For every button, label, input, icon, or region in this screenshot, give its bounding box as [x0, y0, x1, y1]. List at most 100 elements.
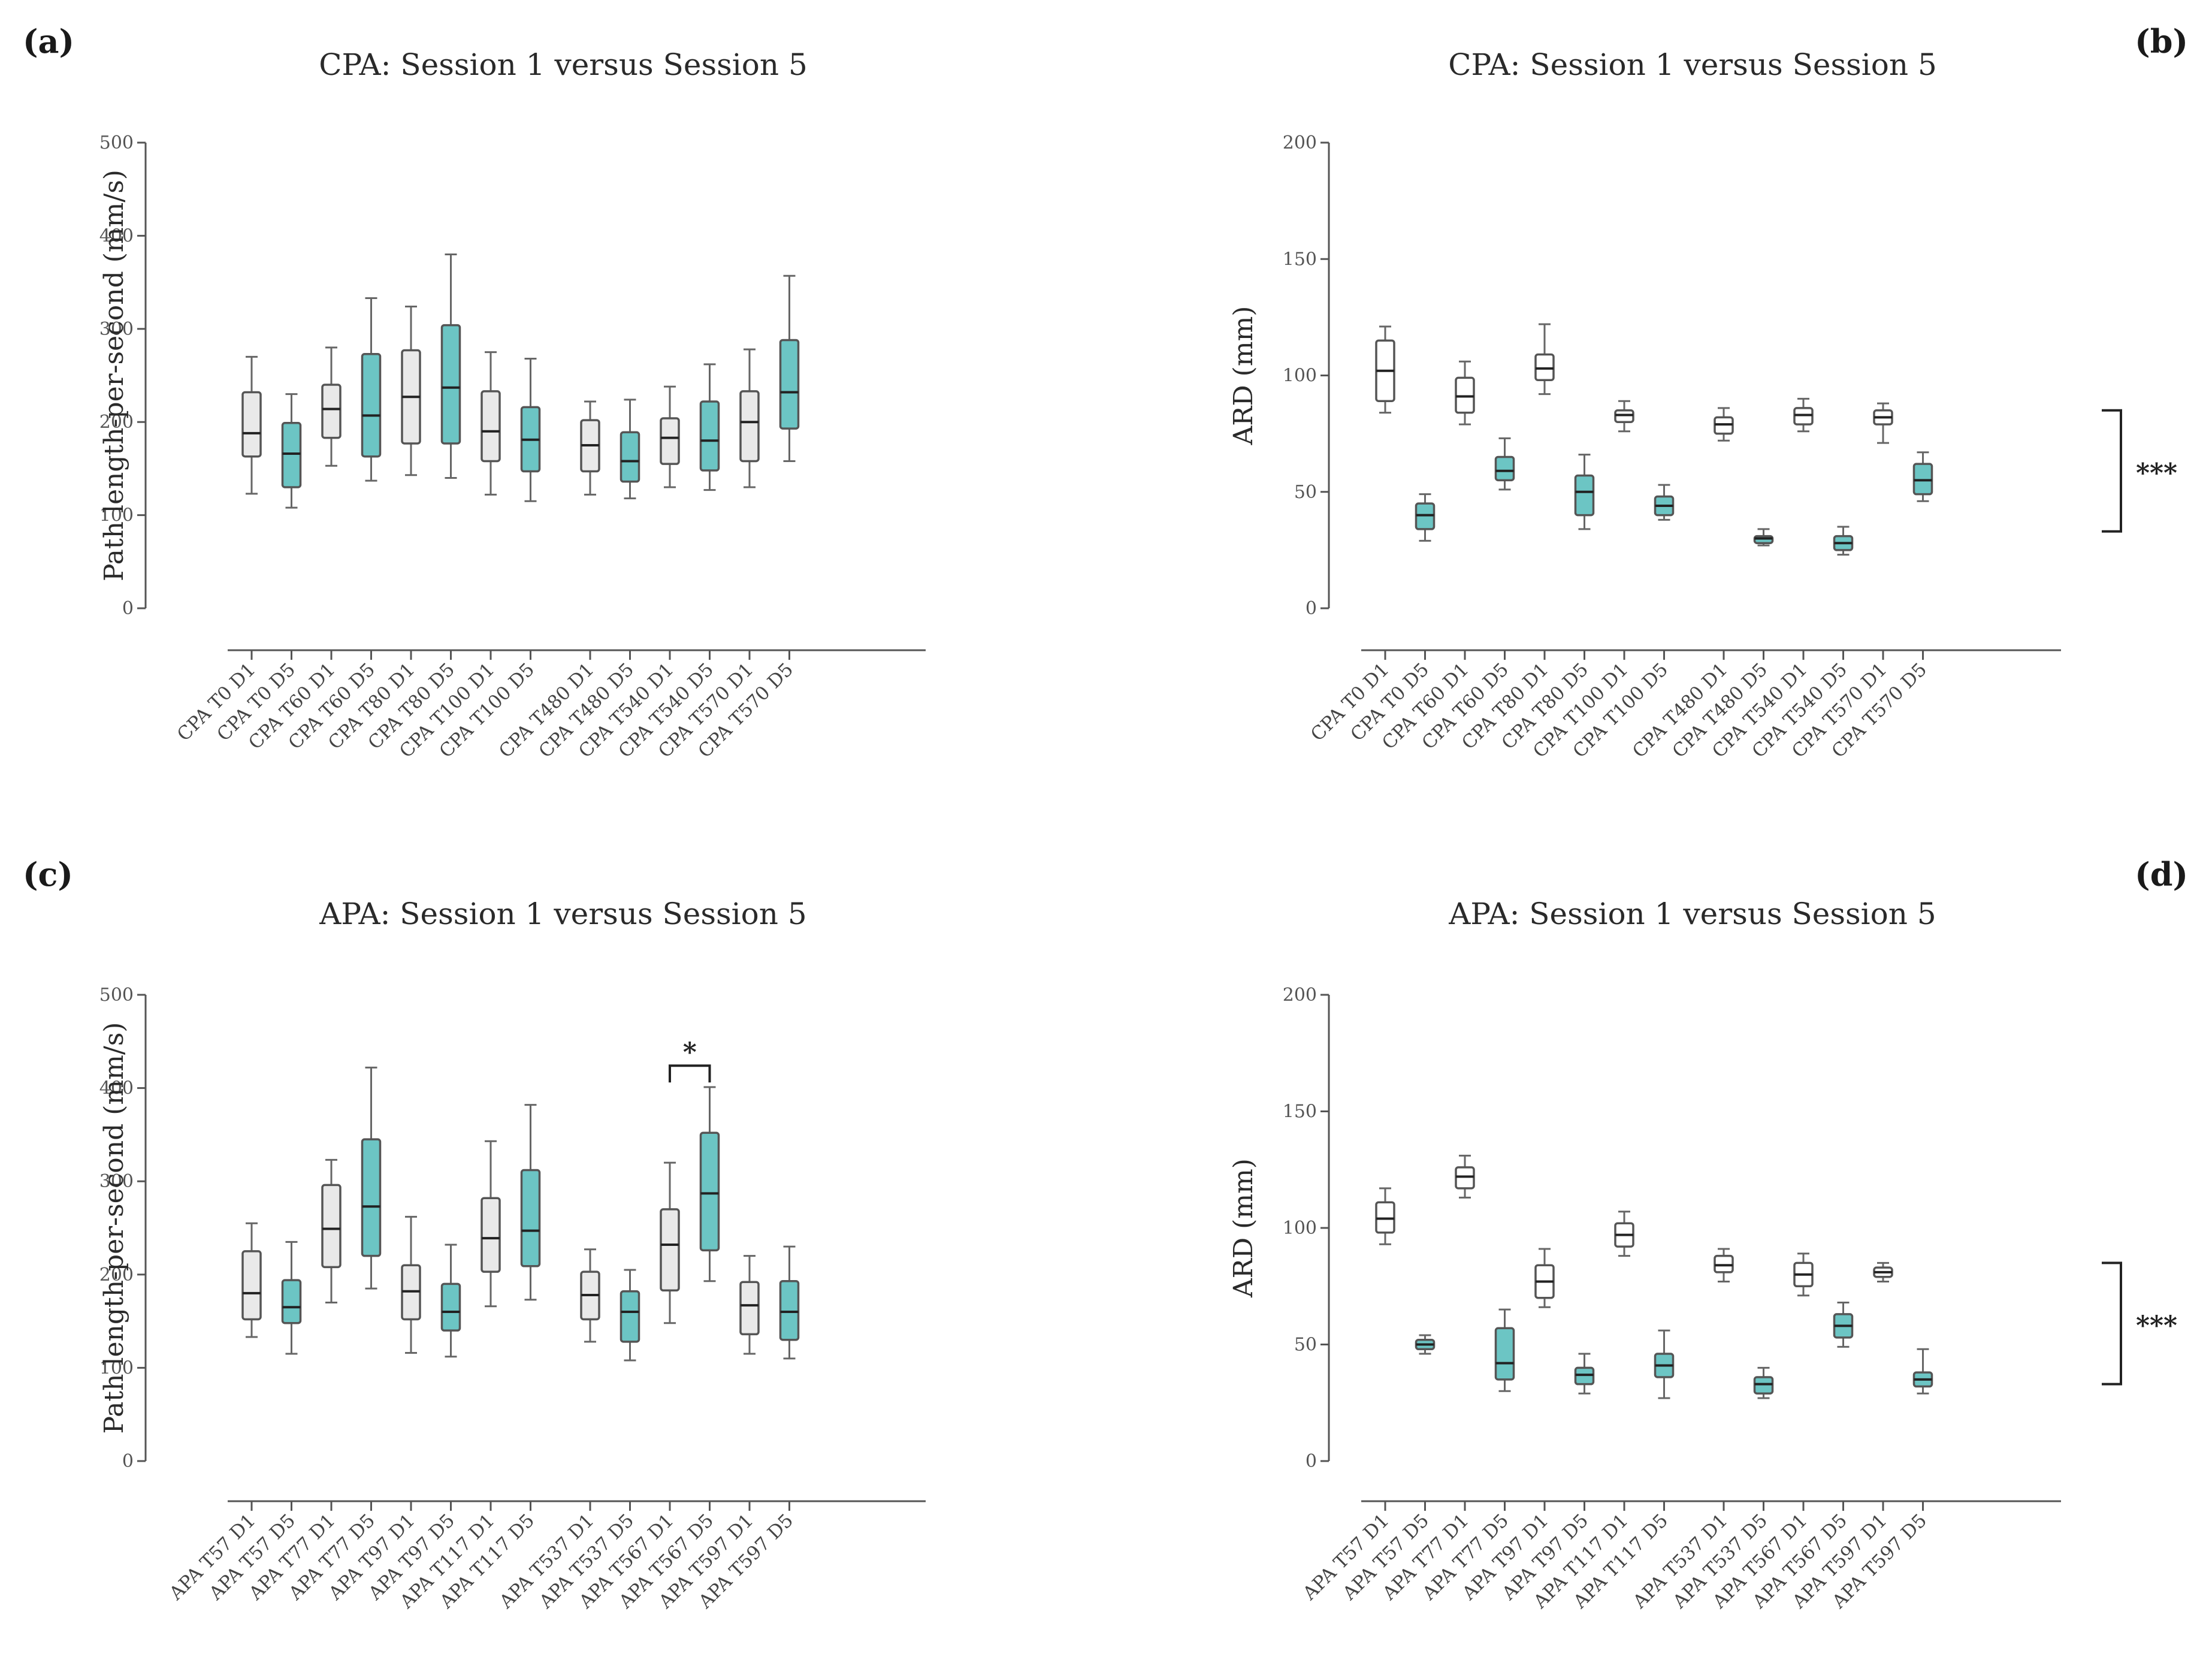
y-tick-label: 500: [99, 132, 134, 153]
panel-a: (a) CPA: Session 1 versus Session 5 0 100 20…: [23, 22, 926, 762]
box-d1: [401, 306, 421, 476]
box-d1: [580, 1248, 600, 1343]
box-d1: [1714, 407, 1734, 442]
iqr-box: [1574, 474, 1595, 517]
box-d5: [1753, 1366, 1774, 1399]
box-d5: [1833, 526, 1854, 556]
y-tick-label: 50: [1294, 482, 1317, 503]
box-d1: [1614, 400, 1634, 433]
panel-d: (d) APA: Session 1 versus Session 5 0 50 100…: [1228, 855, 2188, 1613]
box-d1: [1793, 1253, 1814, 1297]
box-d5: [440, 1244, 461, 1358]
box-d1: [1714, 1248, 1734, 1282]
significance-bracket: [669, 1064, 711, 1083]
box-d1: [580, 400, 600, 496]
y-tick-label: 200: [99, 1264, 134, 1285]
iqr-box: [481, 1197, 501, 1273]
y-tick-label: 100: [99, 505, 134, 526]
box-d1: [1534, 1248, 1555, 1308]
iqr-box: [361, 1138, 382, 1257]
iqr-box: [739, 1281, 760, 1336]
iqr-box: [440, 324, 461, 445]
y-tick-label: 150: [1283, 249, 1317, 270]
box-d1: [1455, 360, 1475, 425]
iqr-box: [779, 1279, 800, 1341]
box-d1: [739, 1255, 760, 1355]
box-d5: [281, 393, 302, 509]
box-d5: [699, 363, 720, 491]
box-d5: [620, 399, 640, 500]
box-d1: [1873, 1261, 1893, 1282]
box-d5: [779, 1245, 800, 1360]
box-d1: [1534, 323, 1555, 396]
iqr-box: [321, 1184, 342, 1269]
iqr-box: [520, 1169, 541, 1267]
box-d5: [361, 1066, 382, 1290]
iqr-box: [281, 1279, 302, 1324]
box-d5: [620, 1269, 640, 1362]
box-d1: [321, 346, 342, 467]
iqr-box: [699, 400, 720, 472]
significance-bracket: [2102, 1261, 2122, 1386]
box-d1: [321, 1158, 342, 1303]
panel-b: (b) CPA: Session 1 versus Session 5 0 50 100…: [1228, 22, 2188, 762]
box-d1: [481, 351, 501, 496]
iqr-box: [660, 1208, 680, 1292]
box-d5: [1912, 1348, 1933, 1395]
y-tick-label: 0: [1306, 598, 1317, 619]
box-d1: [401, 1215, 421, 1354]
chart-title: CPA: Session 1 versus Session 5: [319, 47, 808, 82]
box-d1: [1375, 325, 1395, 414]
y-axis-label: ARD (mm): [1228, 1158, 1259, 1298]
panel-c: (c) APA: Session 1 versus Session 5 0 100 20…: [23, 855, 926, 1613]
significance-bracket: [2102, 409, 2122, 533]
box-d5: [1574, 1353, 1595, 1395]
y-tick-label: 200: [1283, 985, 1317, 1006]
panel-label: (d): [2135, 855, 2188, 894]
y-tick-label: 100: [1283, 1218, 1317, 1239]
iqr-box: [241, 1250, 262, 1321]
box-d1: [1455, 1154, 1475, 1199]
box-d5: [1494, 437, 1515, 491]
box-d5: [1574, 454, 1595, 530]
iqr-box: [361, 353, 382, 458]
box-d5: [1494, 1308, 1515, 1392]
panel-label: (b): [2135, 22, 2188, 61]
panel-label: (c): [23, 855, 73, 894]
box-d5: [779, 274, 800, 462]
box-d1: [660, 385, 680, 488]
y-tick-label: 100: [1283, 366, 1317, 387]
box-d5: [520, 1104, 541, 1301]
iqr-box: [739, 390, 760, 463]
box-d1: [241, 355, 262, 495]
box-d5: [1753, 528, 1774, 547]
y-tick-label: 0: [1306, 1451, 1317, 1472]
y-tick-label: 300: [99, 319, 134, 340]
iqr-box: [699, 1131, 720, 1252]
y-tick-label: 200: [1283, 132, 1317, 153]
box-d5: [1912, 451, 1933, 502]
box-d5: [440, 253, 461, 479]
box-d1: [739, 348, 760, 488]
box-d5: [361, 297, 382, 482]
chart-title: APA: Session 1 versus Session 5: [319, 897, 806, 931]
box-d5: [1654, 484, 1675, 521]
box-d5: [1833, 1301, 1854, 1348]
iqr-box: [620, 1290, 640, 1343]
iqr-box: [241, 391, 262, 458]
iqr-box: [281, 422, 302, 488]
box-d1: [241, 1222, 262, 1338]
box-d5: [520, 358, 541, 502]
iqr-box: [1494, 1327, 1515, 1381]
y-tick-label: 500: [99, 985, 134, 1006]
y-axis-label: Path length-per-second (mm/s): [99, 1022, 129, 1434]
y-tick-label: 100: [99, 1357, 134, 1378]
y-tick-label: 200: [99, 412, 134, 433]
iqr-box: [321, 384, 342, 439]
y-axis-label: ARD (mm): [1228, 306, 1259, 446]
significance-marker: ***: [2136, 1310, 2177, 1341]
panel-label: (a): [23, 22, 74, 61]
iqr-box: [779, 339, 800, 430]
significance-marker: *: [683, 1037, 697, 1067]
